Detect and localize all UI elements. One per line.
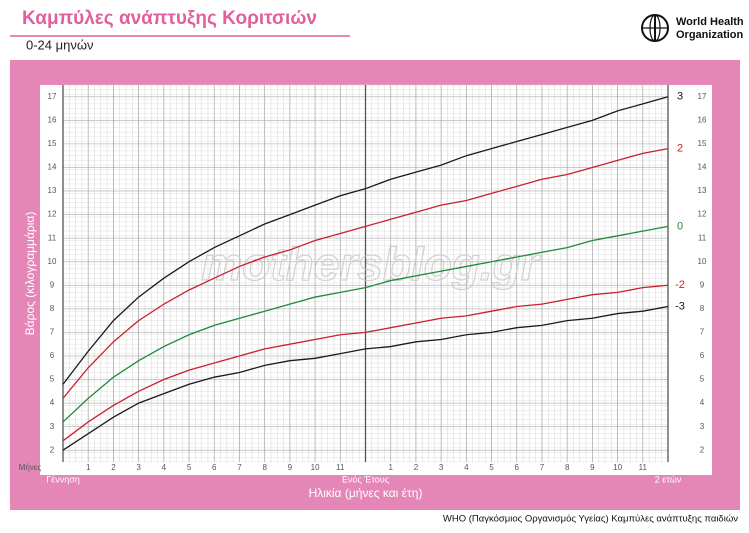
- y-tick-label: 9: [50, 280, 55, 289]
- x-tick-label: 6: [212, 463, 217, 472]
- x-tick-label: 8: [565, 463, 570, 472]
- x-tick-label: 11: [639, 463, 648, 472]
- y-tick-label-right: 7: [700, 328, 705, 337]
- y-tick-label: 4: [50, 398, 55, 407]
- y-tick-label-right: 13: [698, 186, 707, 195]
- y-tick-label-right: 15: [698, 139, 707, 148]
- x-tick-label: 3: [439, 463, 444, 472]
- source-note: WHO (Παγκόσμιος Οργανισμός Υγείας) Καμπύ…: [443, 514, 738, 525]
- series-line: [62, 225, 669, 423]
- y-tick-label-right: 12: [698, 210, 707, 219]
- x-tick-label: 5: [187, 463, 192, 472]
- who-logo: [641, 14, 669, 42]
- y-tick-label-right: 9: [700, 280, 705, 289]
- x-tick-label: 4: [464, 463, 469, 472]
- y-tick-label: 10: [48, 257, 57, 266]
- x-tick-label: 2 ετών: [655, 474, 682, 484]
- y-tick-label-right: 6: [700, 351, 705, 360]
- series-line: [62, 284, 669, 442]
- x-tick-label: 5: [489, 463, 494, 472]
- y-tick-label-right: 8: [700, 304, 705, 313]
- y-tick-label: 17: [48, 92, 57, 101]
- x-unit-label: Μήνες: [19, 463, 42, 472]
- y-axis-label: Βάρος (κιλογραμμάρια): [23, 212, 37, 336]
- y-tick-label-right: 2: [700, 445, 705, 454]
- y-tick-label: 7: [50, 328, 55, 337]
- y-tick-label-right: 10: [698, 257, 707, 266]
- x-tick-label: 7: [540, 463, 545, 472]
- x-tick-label: 11: [336, 463, 345, 472]
- y-tick-label-right: 14: [698, 163, 707, 172]
- x-tick-label: Γέννηση: [46, 474, 80, 484]
- x-tick-label: 10: [311, 463, 320, 472]
- y-tick-label: 14: [48, 163, 57, 172]
- y-tick-label: 11: [48, 233, 57, 242]
- x-tick-label: 2: [414, 463, 419, 472]
- watermark: mothersblog.gr: [201, 238, 540, 290]
- chart-subtitle: 0-24 μηνών: [26, 37, 94, 52]
- x-tick-label: 10: [613, 463, 622, 472]
- series-line: [62, 147, 669, 399]
- y-tick-label: 3: [50, 422, 55, 431]
- chart-title: Καμπύλες ανάπτυξης Κοριτσιών: [22, 8, 317, 29]
- y-tick-label: 2: [50, 445, 55, 454]
- x-tick-label: 2: [111, 463, 116, 472]
- x-tick-label: 1: [388, 463, 393, 472]
- series-line: [62, 96, 669, 385]
- x-tick-label: 3: [136, 463, 141, 472]
- y-tick-label: 12: [48, 210, 57, 219]
- series-label: 0: [677, 220, 683, 232]
- y-tick-label-right: 4: [700, 398, 705, 407]
- x-tick-label: 9: [288, 463, 293, 472]
- x-tick-label: Ενός Έτους: [342, 474, 390, 484]
- y-tick-label-right: 3: [700, 422, 705, 431]
- x-axis-label: Ηλικία (μήνες και έτη): [309, 486, 423, 500]
- x-tick-label: 8: [262, 463, 267, 472]
- y-tick-label-right: 11: [698, 233, 707, 242]
- y-tick-label: 6: [50, 351, 55, 360]
- series-line: [62, 305, 669, 451]
- x-tick-label: 9: [590, 463, 595, 472]
- y-tick-label: 16: [48, 115, 57, 124]
- x-tick-label: 4: [162, 463, 167, 472]
- series-label: 3: [677, 91, 683, 103]
- logo-text: Organization: [676, 29, 744, 41]
- series-label: -2: [675, 279, 685, 291]
- x-tick-label: 1: [86, 463, 91, 472]
- y-tick-label-right: 17: [698, 92, 707, 101]
- y-tick-label-right: 16: [698, 115, 707, 124]
- x-tick-label: 7: [237, 463, 242, 472]
- y-tick-label: 15: [48, 139, 57, 148]
- y-tick-label: 8: [50, 304, 55, 313]
- series-label: -3: [675, 300, 685, 312]
- logo-text: World Health: [676, 16, 744, 28]
- series-label: 2: [677, 143, 683, 155]
- y-tick-label: 5: [50, 375, 55, 384]
- y-tick-label: 13: [48, 186, 57, 195]
- x-tick-label: 6: [515, 463, 520, 472]
- y-tick-label-right: 5: [700, 375, 705, 384]
